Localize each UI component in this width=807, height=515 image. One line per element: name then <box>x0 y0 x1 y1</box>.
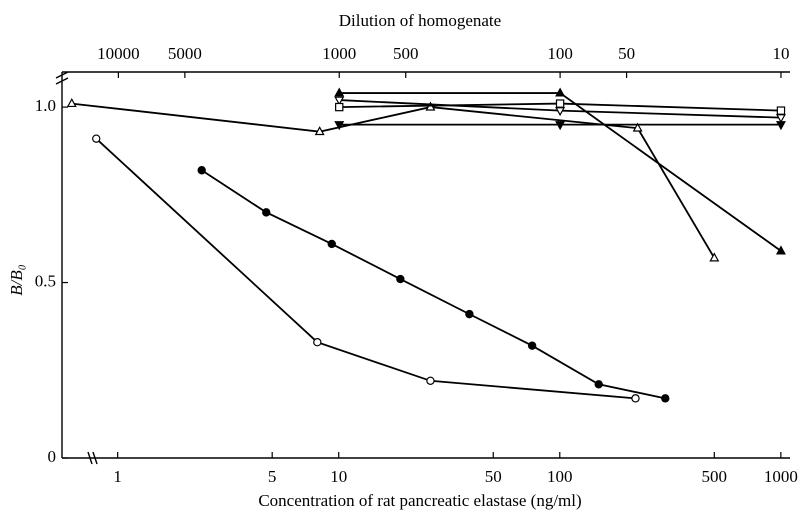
x-tick-label: 1000 <box>764 467 798 486</box>
top-axis-title: Dilution of homogenate <box>339 11 501 30</box>
x-tick-label: 50 <box>485 467 502 486</box>
x-axis-title: Concentration of rat pancreatic elastase… <box>258 491 581 510</box>
axis-break <box>87 451 98 465</box>
x2-tick-label: 100 <box>547 44 573 63</box>
axis-break <box>55 71 69 85</box>
x2-tick-label: 50 <box>618 44 635 63</box>
data-point <box>709 252 720 262</box>
x2-tick-label: 500 <box>393 44 419 63</box>
series-line <box>71 102 716 259</box>
x2-tick-label: 5000 <box>168 44 202 63</box>
y-tick-label: 1.0 <box>35 96 56 115</box>
data-point <box>92 134 101 143</box>
data-point <box>661 394 670 403</box>
data-point <box>314 126 325 136</box>
data-point <box>327 239 336 249</box>
data-point <box>262 208 271 217</box>
data-point <box>555 121 566 131</box>
series-line <box>339 92 782 252</box>
data-point <box>334 87 345 97</box>
x2-tick-label: 10000 <box>97 44 140 63</box>
data-point <box>555 87 566 97</box>
x-tick-label: 500 <box>702 467 728 486</box>
data-point <box>334 121 345 131</box>
data-point <box>631 394 640 403</box>
data-point <box>334 96 345 106</box>
data-point <box>594 380 603 389</box>
data-point <box>335 102 344 112</box>
data-point <box>313 338 322 347</box>
data-point <box>527 341 537 350</box>
x-tick-label: 10 <box>330 467 347 486</box>
data-point <box>775 245 786 255</box>
series-line <box>201 169 666 400</box>
data-point <box>66 98 77 108</box>
data-point <box>426 376 435 385</box>
x-tick-label: 1 <box>113 467 122 486</box>
y-axis-title: B/B₀ <box>7 264 26 295</box>
data-point <box>396 274 405 284</box>
x-tick-label: 100 <box>547 467 573 486</box>
data-point <box>555 99 565 108</box>
x-tick-label: 5 <box>268 467 277 486</box>
y-tick-label: 0 <box>48 447 57 466</box>
data-point <box>776 106 786 115</box>
data-point <box>465 309 474 319</box>
data-point <box>775 121 786 131</box>
x2-tick-label: 1000 <box>322 44 356 63</box>
x2-tick-label: 10 <box>772 44 789 63</box>
y-tick-label: 0.5 <box>35 271 56 290</box>
data-point <box>632 122 643 132</box>
data-point <box>197 166 206 175</box>
series-line <box>95 138 636 400</box>
